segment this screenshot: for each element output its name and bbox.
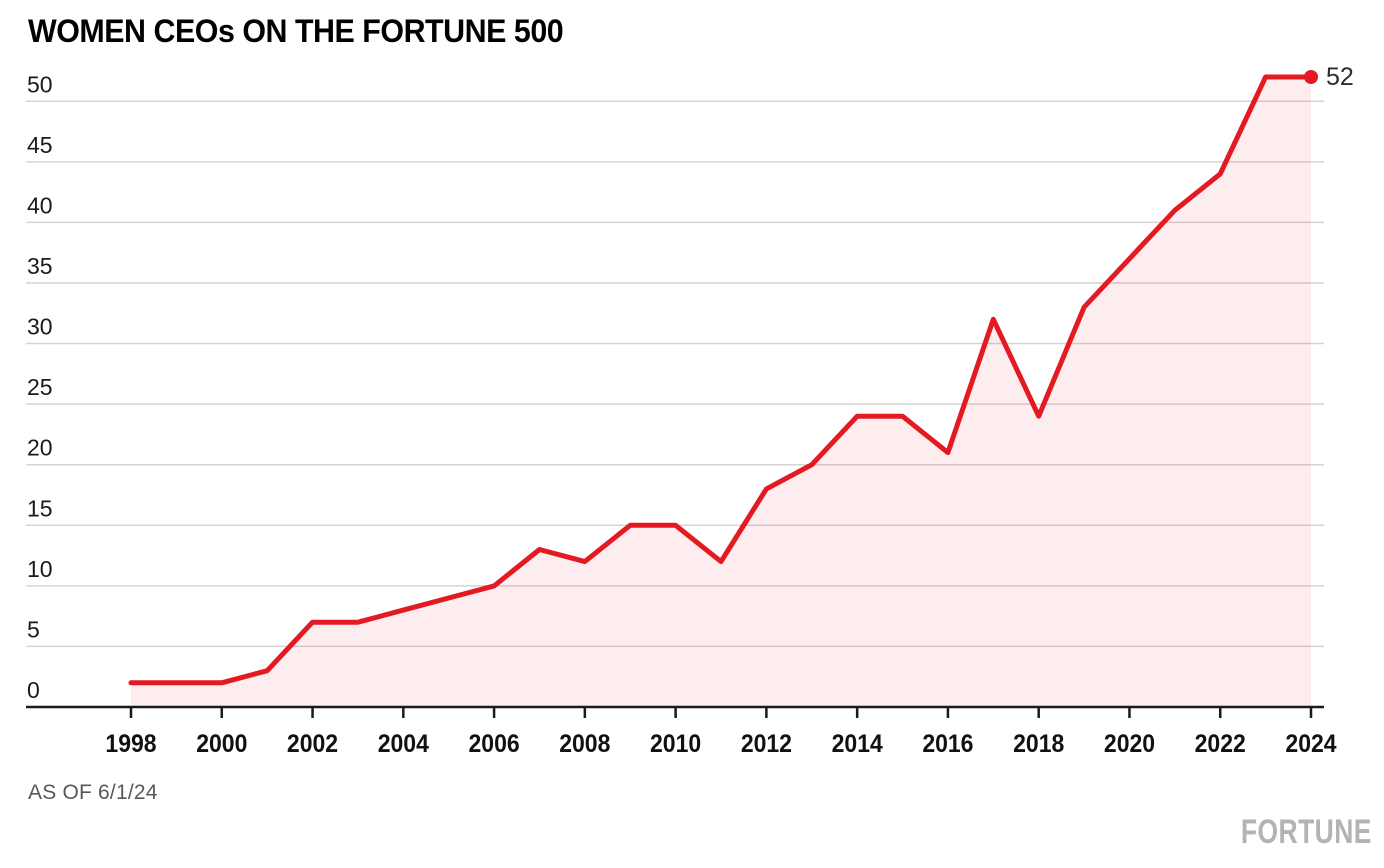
x-axis-tick-label: 2002 (287, 730, 338, 758)
x-axis-tick-label: 2016 (922, 730, 973, 758)
y-axis-tick-label: 35 (27, 253, 53, 279)
x-axis-tick-label: 1998 (105, 730, 156, 758)
x-axis-tick-label: 2004 (378, 730, 430, 758)
end-value-label: 52 (1326, 63, 1354, 91)
y-axis-tick-label: 10 (27, 556, 53, 582)
x-axis-tick-label: 2006 (469, 730, 520, 758)
y-axis-tick-label: 20 (27, 435, 53, 461)
line-chart: 0 5 10 15 20 25 30 35 40 45 50 1998 2000 2002 2004 2006… (26, 70, 1337, 758)
x-axis-tick-label: 2018 (1013, 730, 1064, 758)
x-axis-tick-label: 2020 (1104, 730, 1155, 758)
x-axis-tick-label: 2012 (741, 730, 792, 758)
y-axis-tick-label: 25 (27, 374, 53, 400)
x-axis-tick-label: 2008 (559, 730, 610, 758)
y-axis-tick-label: 50 (27, 71, 53, 97)
trend-line (128, 74, 1314, 686)
y-axis-tick-label: 40 (27, 192, 53, 218)
y-axis-tick-label: 15 (27, 495, 53, 521)
area-fill (131, 77, 1311, 707)
x-axis-tick-label: 2000 (196, 730, 247, 758)
x-axis-tick-label: 2022 (1195, 730, 1246, 758)
y-axis-tick-label: 0 (27, 677, 40, 703)
x-axis-tick-label: 2014 (832, 730, 884, 758)
as-of-note: AS OF 6/1/24 (28, 781, 158, 804)
page-title: WOMEN CEOs ON THE FORTUNE 500 (28, 13, 564, 49)
end-point-marker (1304, 70, 1318, 84)
y-axis-tick-label: 30 (27, 314, 53, 340)
y-axis-tick-label: 45 (27, 132, 53, 158)
x-axis-tick-label: 2024 (1285, 730, 1337, 758)
y-axis-tick-label: 5 (27, 616, 40, 642)
x-axis-tick-label: 2010 (650, 730, 701, 758)
fortune-logo: FORTUNE (1241, 813, 1372, 851)
